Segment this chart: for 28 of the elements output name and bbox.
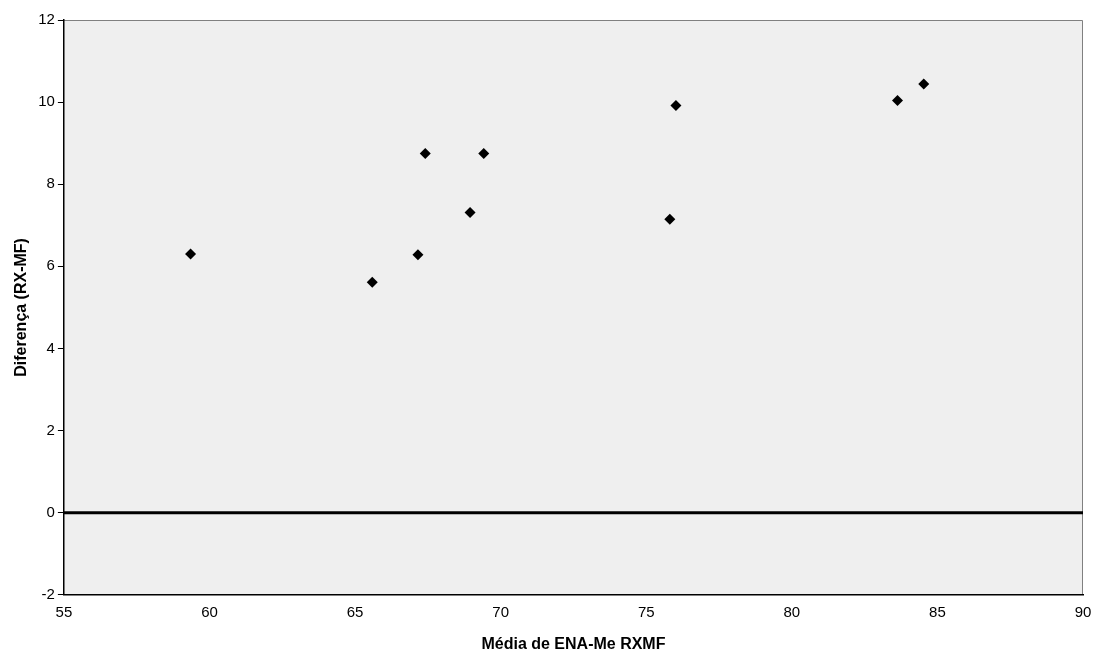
point [464, 207, 476, 219]
y-tick-label: 12 [38, 10, 55, 28]
y-tick-label: 2 [46, 420, 55, 438]
y-tick-label: 4 [46, 338, 55, 356]
x-tick-label: 65 [346, 602, 364, 620]
x-tick-label: 70 [492, 602, 509, 620]
x-tick-label: 60 [201, 602, 218, 620]
point [412, 249, 424, 261]
x-tick-label: 80 [783, 602, 801, 620]
point [670, 99, 682, 111]
y-axis-title: Diferença (RX-MF) [12, 238, 30, 377]
point [185, 248, 197, 260]
point [478, 147, 490, 159]
x-axis-title: Média de ENA-Me RXMF [481, 634, 666, 652]
x-tick-label: 75 [637, 602, 655, 620]
point [918, 78, 930, 90]
y-tick-label: 6 [46, 256, 55, 274]
point [419, 147, 431, 159]
x-tick-label: 55 [55, 602, 73, 620]
point [366, 276, 378, 288]
y-tick-label: 10 [38, 92, 55, 110]
y-tick-label: 0 [46, 502, 55, 520]
point [664, 213, 676, 225]
x-tick-label: 85 [929, 602, 946, 620]
point [892, 94, 904, 106]
y-tick-label: -2 [41, 584, 55, 602]
y-tick-label: 8 [46, 174, 55, 192]
x-tick-label: 90 [1074, 602, 1092, 620]
